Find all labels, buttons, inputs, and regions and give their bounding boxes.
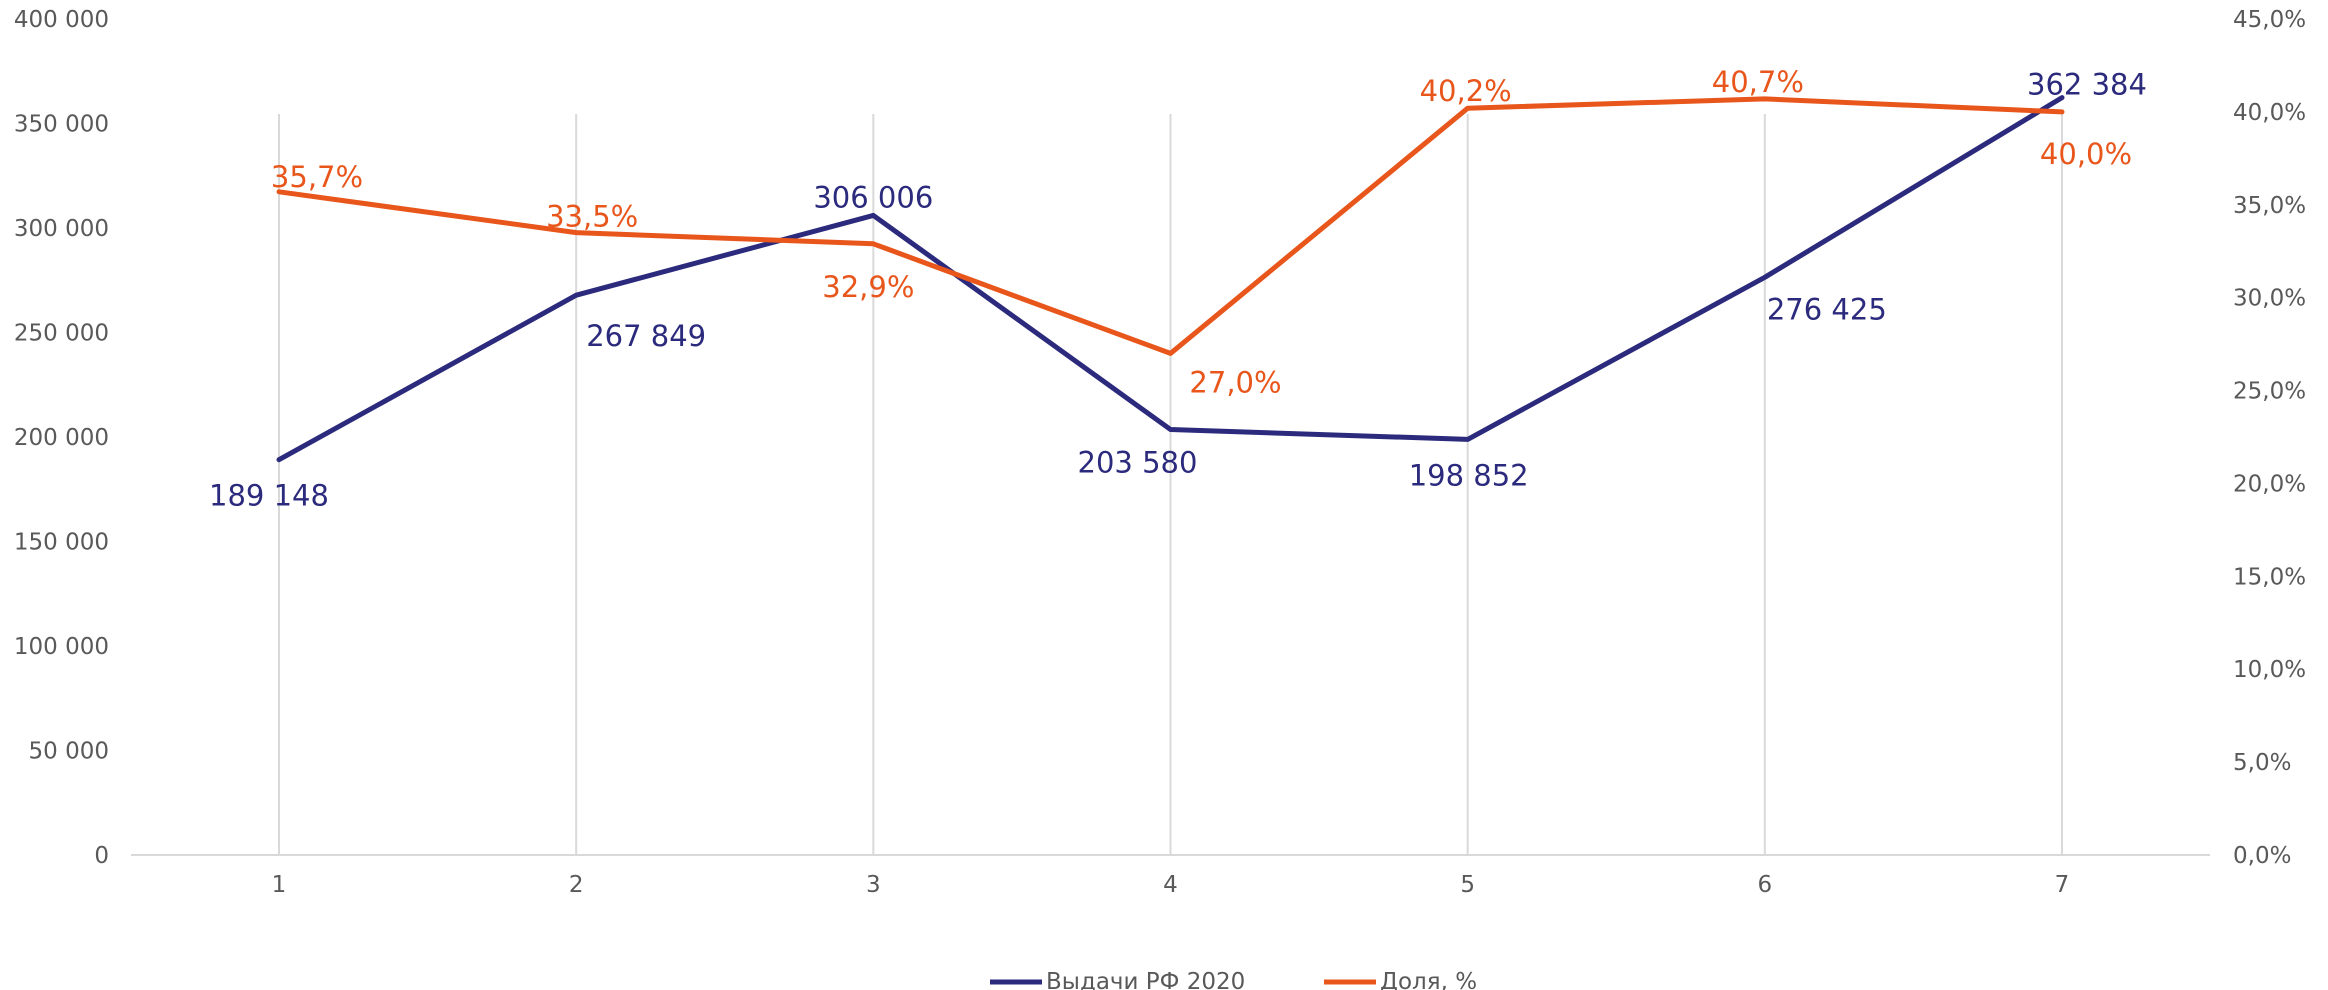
data-label-series-1: 189 148 <box>209 479 329 513</box>
x-tick-label: 7 <box>2055 872 2070 898</box>
y-right-tick-label: 5,0% <box>2233 750 2291 776</box>
data-label-series-1: 276 425 <box>1767 292 1887 326</box>
data-label-series-1: 267 849 <box>586 319 706 353</box>
data-label-series-2: 40,0% <box>2040 137 2132 171</box>
y-right-tick-label: 30,0% <box>2233 286 2306 312</box>
x-tick-label: 2 <box>569 872 584 898</box>
y-left-tick-label: 50 000 <box>29 739 109 765</box>
data-label-series-2: 40,2% <box>1420 74 1512 108</box>
y-right-tick-label: 45,0% <box>2233 7 2306 33</box>
x-tick-label: 3 <box>866 872 881 898</box>
vertical-gridlines <box>278 114 2063 855</box>
data-label-series-1: 203 580 <box>1078 446 1198 480</box>
series-line-2 <box>276 96 2065 356</box>
data-label-series-2: 27,0% <box>1189 365 1281 399</box>
y-right-tick-label: 10,0% <box>2233 657 2306 683</box>
legend-item-2[interactable]: Доля, % <box>1324 969 1477 990</box>
y-left-tick-label: 0 <box>94 843 109 869</box>
legend-item-1[interactable]: Выдачи РФ 2020 <box>990 969 1245 990</box>
data-label-series-2: 35,7% <box>271 160 363 194</box>
data-label-series-2: 33,5% <box>546 200 638 234</box>
data-label-series-2: 32,9% <box>822 270 914 304</box>
y-left-tick-label: 350 000 <box>14 112 109 138</box>
data-label-series-1: 306 006 <box>813 180 933 214</box>
legend-label: Доля, % <box>1380 969 1477 990</box>
x-tick-label: 1 <box>272 872 287 898</box>
axes: 1 2 3 4 5 6 7 0 50 000 100 000 150 000 200 000 250 0… <box>14 7 2306 898</box>
data-label-series-1: 362 384 <box>2027 68 2147 102</box>
y-right-tick-label: 20,0% <box>2233 471 2306 497</box>
legend[interactable]: Выдачи РФ 2020 Доля, % <box>990 969 1477 990</box>
legend-label: Выдачи РФ 2020 <box>1046 969 1245 990</box>
data-labels: 189 148 267 849 306 006 203 580 198 852 276 4… <box>209 65 2147 513</box>
y-left-tick-label: 400 000 <box>14 7 109 33</box>
y-right-tick-label: 40,0% <box>2233 100 2306 126</box>
y-right-tick-label: 15,0% <box>2233 564 2306 590</box>
y-right-tick-label: 25,0% <box>2233 379 2306 405</box>
y-left-tick-label: 250 000 <box>14 321 109 347</box>
y-right-tick-label: 35,0% <box>2233 193 2306 219</box>
x-tick-label: 4 <box>1163 872 1178 898</box>
y-left-tick-label: 200 000 <box>14 425 109 451</box>
x-tick-label: 6 <box>1758 872 1773 898</box>
y-left-tick-label: 100 000 <box>14 634 109 660</box>
series-line-1 <box>276 95 2065 463</box>
series-lines <box>276 95 2065 463</box>
x-tick-label: 5 <box>1460 872 1475 898</box>
data-label-series-2: 40,7% <box>1712 65 1804 99</box>
y-left-tick-label: 150 000 <box>14 530 109 556</box>
y-right-tick-label: 0,0% <box>2233 843 2291 869</box>
data-label-series-1: 198 852 <box>1409 458 1529 492</box>
y-left-tick-label: 300 000 <box>14 216 109 242</box>
